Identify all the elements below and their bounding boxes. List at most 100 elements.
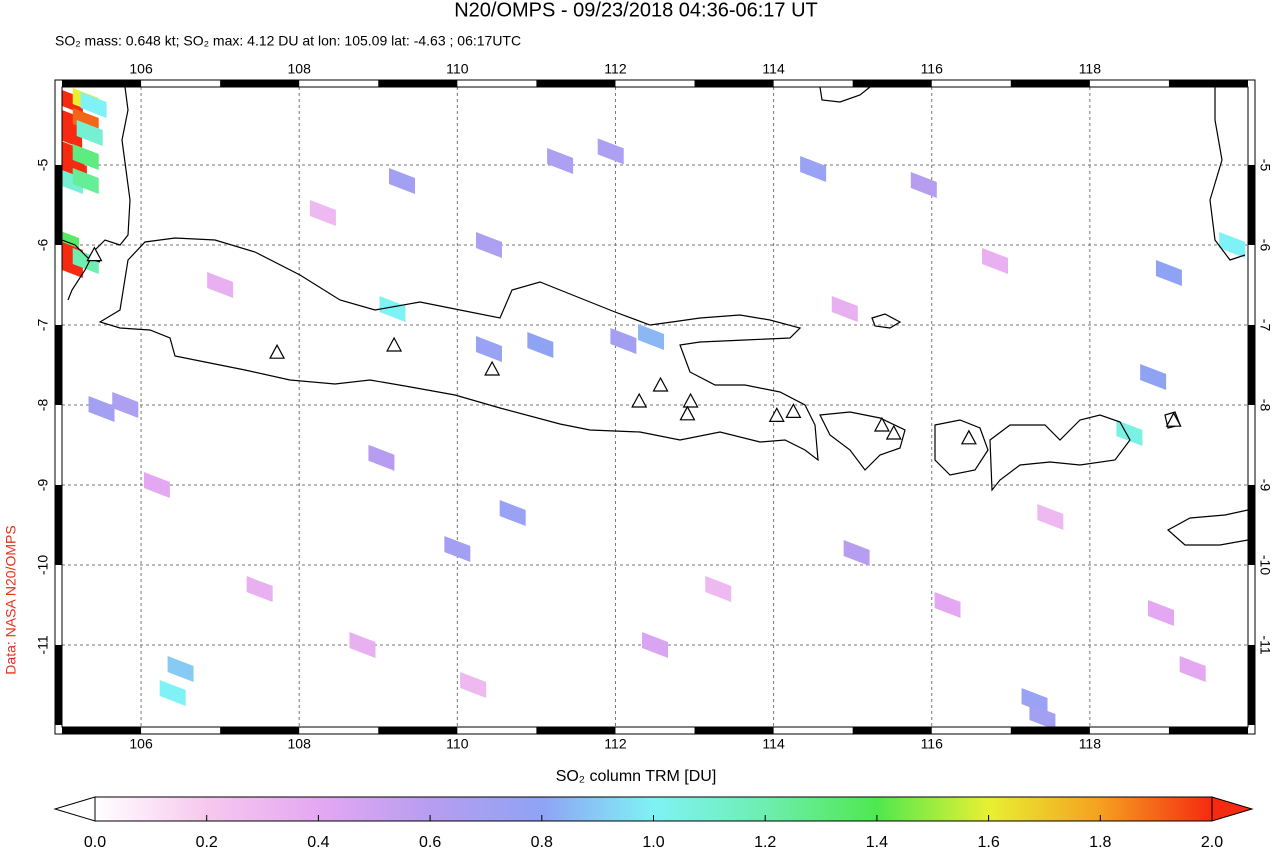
- frame-band: [62, 80, 142, 87]
- x-tick-label-top: 112: [604, 61, 627, 77]
- coastline: [67, 87, 131, 301]
- x-tick-label-top: 108: [288, 61, 312, 77]
- so2-pixel: [62, 89, 83, 114]
- so2-pixel: [368, 444, 395, 471]
- so2-pixel: [1179, 656, 1206, 682]
- so2-pixel: [705, 576, 732, 602]
- coastline: [871, 313, 902, 329]
- frame-band: [220, 80, 300, 87]
- y-tick-label-left: -7: [35, 319, 51, 332]
- y-tick-label-left: -5: [35, 159, 51, 172]
- frame-band: [1168, 80, 1248, 87]
- frame-border: [54, 79, 1256, 735]
- frame-band: [1248, 645, 1255, 725]
- y-tick-label-left: -11: [35, 635, 51, 654]
- frame-band: [55, 325, 62, 405]
- so2-pixel: [72, 168, 99, 194]
- volcano: [885, 424, 902, 440]
- so2-pixel: [1029, 704, 1056, 727]
- x-tick-label-bottom: 118: [1079, 736, 1102, 752]
- map-frame: [54, 79, 1256, 735]
- y-tick-label-right: -6: [1257, 239, 1272, 252]
- colorbar-label: SO₂ column TRM [DU]: [556, 768, 717, 785]
- y-tick-label-right: -10: [1257, 555, 1272, 575]
- so2-pixel: [934, 592, 961, 618]
- so2-pixel: [638, 324, 665, 350]
- so2-pixel: [475, 336, 502, 362]
- colorbar-tick-label: 1.0: [642, 834, 664, 851]
- x-tick-label-bottom: 110: [446, 736, 469, 752]
- frame-band: [852, 727, 932, 734]
- frame-band: [694, 727, 774, 734]
- so2-pixel: [80, 92, 107, 118]
- colorbar-tick-label: 2.0: [1201, 834, 1223, 851]
- volcano: [631, 392, 648, 408]
- volcano: [873, 416, 890, 432]
- so2-pixel: [610, 328, 637, 354]
- y-tick-label-left: -10: [35, 555, 51, 575]
- so2-pixel: [1148, 600, 1175, 626]
- frame-band: [536, 727, 616, 734]
- coastline: [819, 411, 906, 471]
- coastline: [934, 419, 989, 476]
- frame-band: [55, 645, 62, 725]
- coastline: [98, 237, 819, 462]
- frame-band: [378, 727, 458, 734]
- volcanoes: [86, 246, 1182, 445]
- x-tick-label-bottom: 112: [604, 736, 627, 752]
- frame-band: [62, 727, 142, 734]
- y-tick-label-right: -8: [1257, 399, 1272, 412]
- volcano: [86, 246, 103, 262]
- frame-band: [220, 727, 300, 734]
- title: N20/OMPS - 09/23/2018 04:36-06:17 UT: [454, 0, 818, 21]
- so2-pixel: [910, 172, 937, 198]
- y-tick-label-right: -11: [1257, 635, 1272, 654]
- volcano: [960, 429, 977, 445]
- so2-pixel: [72, 144, 99, 170]
- coastline: [1209, 87, 1246, 261]
- y-tick-label-left: -8: [35, 399, 51, 412]
- so2-pixel: [1155, 260, 1182, 286]
- volcano: [1165, 411, 1182, 427]
- x-tick-label-top: 106: [129, 61, 153, 77]
- so2-pixel: [388, 168, 415, 194]
- colorbar-tick-label: 1.4: [866, 834, 888, 851]
- y-tick-label-left: -9: [35, 479, 51, 492]
- so2-pixel: [843, 540, 870, 566]
- so2-pixel: [349, 632, 376, 658]
- so2-pixel: [800, 156, 827, 182]
- so2-pixel: [1140, 364, 1167, 390]
- colorbar-tick-label: 0.2: [196, 834, 218, 851]
- colorbar-tick-label: 1.8: [1089, 834, 1111, 851]
- so2-pixel: [475, 232, 502, 258]
- frame-border: [61, 86, 1249, 728]
- x-tick-label-bottom: 116: [921, 736, 944, 752]
- so2-pixel: [159, 680, 186, 706]
- grid: [62, 87, 1248, 727]
- so2-pixel: [831, 296, 858, 322]
- so2-pixel: [112, 392, 139, 418]
- so2-pixel: [499, 500, 526, 526]
- colorbar-tick-label: 1.6: [977, 834, 999, 851]
- so2-pixel: [246, 576, 273, 602]
- volcano: [682, 392, 699, 408]
- frame-band: [55, 485, 62, 565]
- colorbar: SO₂ column TRM [DU] 0.0 0.2 0.4 0.6 0.8 1.0 1.…: [53, 768, 1254, 851]
- volcano: [269, 343, 286, 359]
- frame-band: [852, 80, 932, 87]
- volcano: [386, 336, 403, 352]
- frame-band: [536, 80, 616, 87]
- so2-pixel: [981, 248, 1008, 274]
- so2-pixel: [1021, 688, 1048, 714]
- volcano: [768, 407, 785, 422]
- frame-band: [378, 80, 458, 87]
- frame-band: [1248, 165, 1255, 245]
- frame-band: [55, 165, 62, 245]
- axes: 106 106 108 108 110 110 112 112 114 114 116 116 118 1…: [35, 61, 1272, 752]
- so2-pixel: [527, 332, 554, 358]
- x-tick-label-top: 116: [921, 61, 944, 77]
- y-tick-label-right: -9: [1257, 479, 1272, 492]
- frame-band: [1248, 325, 1255, 405]
- frame-band: [694, 80, 774, 87]
- x-tick-label-top: 118: [1079, 61, 1102, 77]
